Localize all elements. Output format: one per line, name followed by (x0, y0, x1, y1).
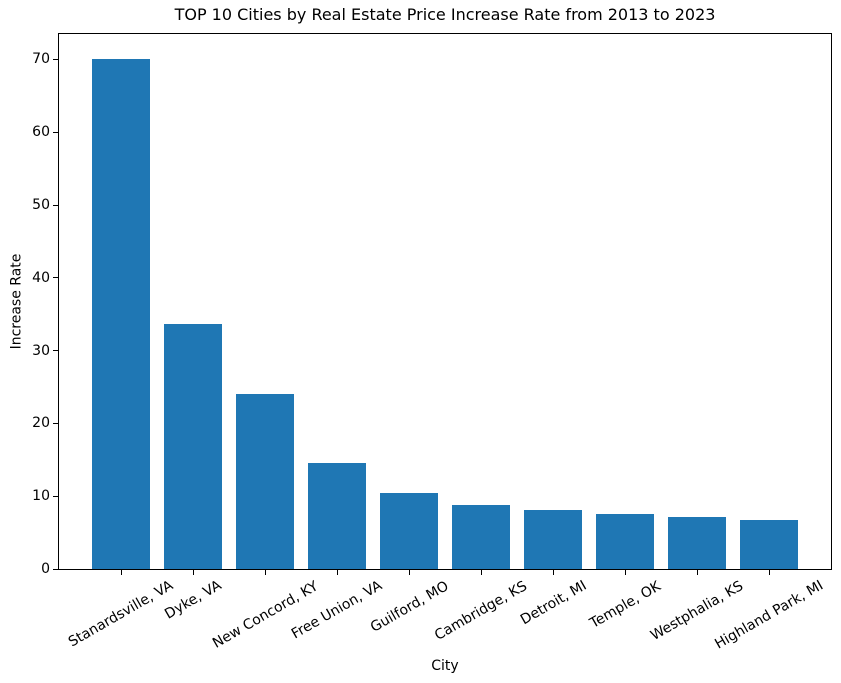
y-axis-label: Increase Rate (8, 253, 25, 350)
y-tick-label: 70 (32, 51, 50, 68)
y-tick (53, 350, 58, 352)
x-tick (336, 570, 338, 575)
x-tick-label: Detroit, MI (517, 577, 589, 629)
y-tick (53, 568, 58, 570)
y-tick-label: 30 (32, 342, 50, 359)
x-tick-label: New Concord, KY (209, 577, 321, 652)
y-tick-label: 20 (32, 415, 50, 432)
y-tick-label: 40 (32, 269, 50, 286)
bar (236, 394, 294, 569)
bar (668, 517, 726, 569)
bar (164, 323, 222, 569)
y-tick (53, 204, 58, 206)
y-tick-label: 60 (32, 124, 50, 141)
y-tick (53, 277, 58, 279)
x-tick-label: Stanardsville, VA (65, 578, 176, 651)
x-tick (408, 570, 410, 575)
y-tick (53, 58, 58, 60)
x-tick-label: Temple, OK (586, 578, 664, 632)
x-tick (624, 570, 626, 575)
x-tick (552, 570, 554, 575)
y-tick (53, 131, 58, 133)
y-tick (53, 495, 58, 497)
bar (524, 510, 582, 569)
x-tick (192, 570, 194, 575)
y-tick-label: 0 (41, 561, 50, 577)
y-tick-label: 10 (32, 488, 50, 505)
chart-title: TOP 10 Cities by Real Estate Price Incre… (174, 5, 716, 24)
bar (380, 493, 438, 569)
bar (596, 514, 654, 569)
y-tick-label: 50 (32, 197, 50, 214)
bar (452, 504, 510, 569)
x-tick (768, 570, 770, 575)
plot-area: 0 10 20 30 40 50 60 70 Stanardsville, VA Dyke, VA… (32, 33, 832, 653)
x-axis-label: City (431, 658, 459, 674)
bar (740, 520, 798, 569)
y-tick (53, 422, 58, 424)
bar (92, 59, 150, 569)
x-tick (120, 570, 122, 575)
bar (308, 463, 366, 569)
x-tick (696, 570, 698, 575)
x-tick (264, 570, 266, 575)
x-tick (480, 570, 482, 575)
